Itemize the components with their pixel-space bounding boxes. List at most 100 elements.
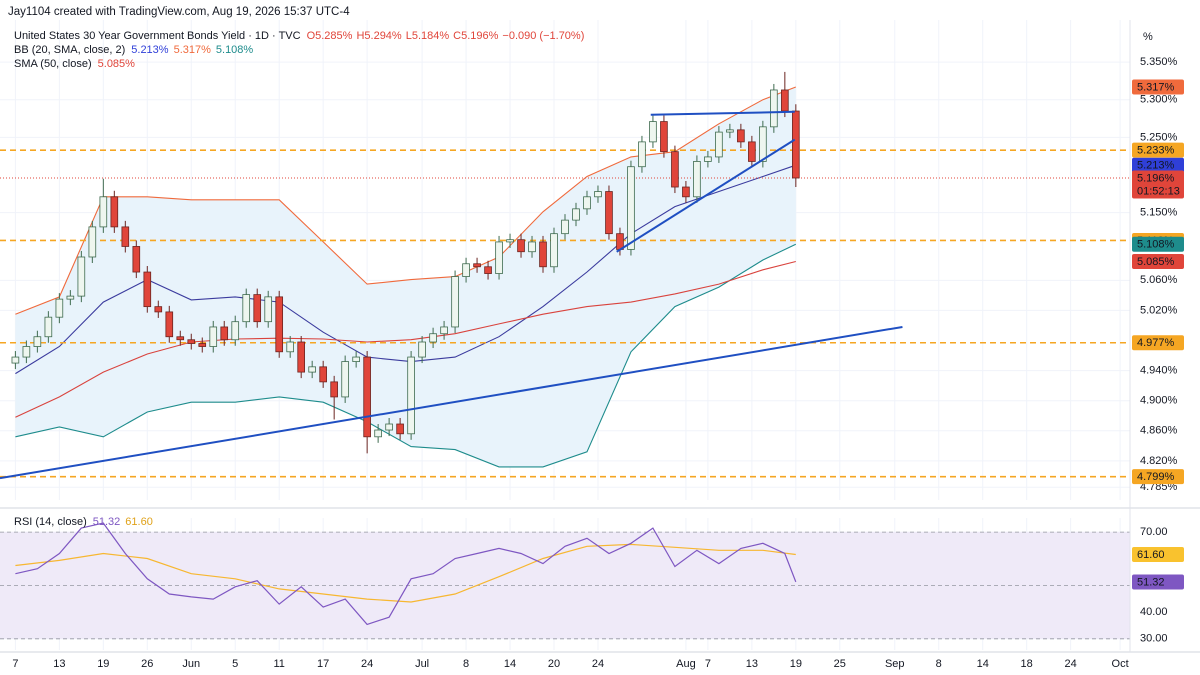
y-tick-label: 4.900% bbox=[1140, 395, 1178, 407]
candle-body bbox=[583, 196, 591, 210]
change: −0.090 (−1.70%) bbox=[502, 30, 584, 42]
candle-body bbox=[77, 256, 86, 297]
x-tick-label: 14 bbox=[504, 658, 516, 670]
bb-upper: 5.317% bbox=[174, 44, 212, 56]
x-tick-label: 19 bbox=[790, 658, 802, 670]
candle-body bbox=[220, 326, 229, 341]
candle-body bbox=[726, 129, 734, 133]
candle-body bbox=[242, 294, 251, 323]
candle-body bbox=[176, 336, 185, 341]
x-tick-label: 7 bbox=[705, 658, 711, 670]
candle-body bbox=[275, 296, 284, 353]
countdown: 01:52:13 bbox=[1137, 185, 1180, 197]
candle-body bbox=[121, 226, 130, 247]
candle-body bbox=[748, 141, 756, 162]
y-tick-label: 4.860% bbox=[1140, 425, 1178, 437]
candle-body bbox=[539, 241, 547, 268]
candle-body bbox=[198, 343, 207, 347]
y-tick-label: 5.350% bbox=[1140, 56, 1178, 68]
x-tick-label: 5 bbox=[232, 658, 238, 670]
candle-body bbox=[308, 366, 316, 373]
candle-body bbox=[759, 126, 767, 162]
candle-body bbox=[781, 89, 789, 112]
candle-body bbox=[374, 429, 382, 438]
y-tick-label: 5.020% bbox=[1140, 304, 1178, 316]
price-label: 5.233% bbox=[1137, 145, 1175, 157]
candle-body bbox=[660, 121, 668, 153]
candle-body bbox=[792, 110, 800, 179]
bb-lower: 5.108% bbox=[216, 44, 254, 56]
candle-body bbox=[110, 196, 119, 228]
trendline bbox=[0, 325, 903, 480]
legend-symbol: United States 30 Year Government Bonds Y… bbox=[14, 30, 584, 42]
price-label: 5.085% bbox=[1137, 256, 1175, 268]
candle-body bbox=[352, 356, 360, 362]
candle-body bbox=[605, 191, 613, 235]
candle-body bbox=[385, 423, 393, 431]
x-tick-label: 25 bbox=[834, 658, 846, 670]
candle-body bbox=[231, 321, 240, 341]
x-tick-label: Sep bbox=[885, 658, 905, 670]
x-tick-label: 13 bbox=[746, 658, 758, 670]
candle-body bbox=[594, 191, 602, 198]
candle-body bbox=[550, 233, 558, 268]
candle-body bbox=[88, 226, 97, 258]
candle-body bbox=[715, 131, 723, 158]
candle-body bbox=[418, 341, 426, 358]
y-tick-label: 5.300% bbox=[1140, 94, 1178, 106]
x-tick-label: Jul bbox=[415, 658, 429, 670]
x-tick-label: Aug bbox=[676, 658, 696, 670]
candle-body bbox=[319, 366, 327, 383]
candle-body bbox=[561, 219, 569, 235]
y-tick-label: 30.00 bbox=[1140, 633, 1168, 645]
candle-body bbox=[341, 361, 349, 398]
x-tick-label: 8 bbox=[463, 658, 469, 670]
price-label-box bbox=[1132, 335, 1184, 351]
y-tick-label: 5.250% bbox=[1140, 131, 1178, 143]
candle-body bbox=[407, 356, 415, 435]
candle-body bbox=[11, 356, 20, 364]
candle-body bbox=[187, 339, 196, 344]
symbol: United States 30 Year Government Bonds Y… bbox=[14, 30, 301, 42]
rsi-value: 51.32 bbox=[93, 516, 121, 528]
candle-body bbox=[363, 356, 371, 438]
price-label: 5.317% bbox=[1137, 81, 1175, 93]
bb-label: BB (20, SMA, close, 2) bbox=[14, 44, 125, 56]
bb-fill bbox=[15, 86, 796, 467]
price-label-box bbox=[1132, 79, 1184, 95]
rsi-line bbox=[15, 522, 797, 626]
candle-body bbox=[638, 141, 646, 168]
candle-body bbox=[770, 89, 778, 128]
rsi-label: RSI (14, close) bbox=[14, 516, 87, 528]
plot-layer bbox=[0, 20, 1130, 650]
legend-rsi: RSI (14, close) 51.32 61.60 bbox=[14, 516, 153, 528]
unit-label: % bbox=[1143, 31, 1153, 43]
price-label-box bbox=[1132, 142, 1184, 158]
candle-body bbox=[66, 295, 75, 300]
close: C5.196% bbox=[453, 30, 498, 42]
price-label-box bbox=[1132, 574, 1184, 590]
legend-bb: BB (20, SMA, close, 2) 5.213% 5.317% 5.108% bbox=[14, 44, 253, 56]
candle-body bbox=[572, 208, 580, 221]
candle-body bbox=[693, 161, 701, 198]
candle-body bbox=[440, 326, 448, 335]
x-tick-label: 24 bbox=[592, 658, 604, 670]
x-tick-label: 17 bbox=[317, 658, 329, 670]
price-label: 4.977% bbox=[1137, 337, 1175, 349]
x-tick-label: 18 bbox=[1021, 658, 1033, 670]
high: H5.294% bbox=[356, 30, 401, 42]
bb-basis: 5.213% bbox=[131, 44, 169, 56]
x-tick-label: 19 bbox=[97, 658, 109, 670]
candle-body bbox=[737, 129, 745, 143]
candle-body bbox=[330, 381, 338, 398]
indicator-line bbox=[15, 260, 796, 418]
sma-label: SMA (50, close) bbox=[14, 58, 92, 70]
x-tick-label: 24 bbox=[1065, 658, 1077, 670]
trendline bbox=[616, 138, 796, 253]
y-tick-label: 40.00 bbox=[1140, 606, 1168, 618]
legend-sma: SMA (50, close) 5.085% bbox=[14, 58, 135, 70]
candle-body bbox=[253, 294, 262, 323]
candle-body bbox=[264, 296, 273, 323]
trendline bbox=[650, 110, 795, 116]
